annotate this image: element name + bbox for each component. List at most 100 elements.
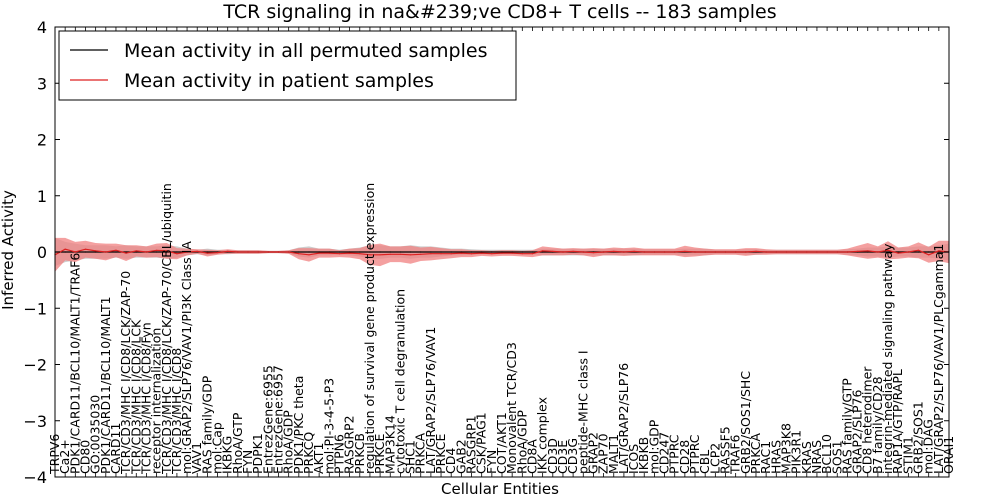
x-tick-labels: TRPV6Ca2+PDK1/CARD11/BCL10/MALT1/TRAF6CD…: [47, 27, 956, 477]
data-point: [95, 251, 97, 253]
data-point: [308, 254, 310, 256]
x-tick-label: CD8A: [525, 439, 540, 474]
legend: Mean activity in all permuted samples Me…: [58, 30, 517, 101]
data-point: [125, 252, 127, 254]
x-tick-label: GRAP2: [585, 432, 600, 474]
data-point: [349, 252, 351, 254]
legend-label-permuted: Mean activity in all permuted samples: [124, 40, 487, 62]
data-point: [542, 250, 544, 252]
data-point: [166, 250, 168, 252]
data-point: [481, 252, 483, 254]
data-point: [704, 251, 706, 253]
x-tick-label: PRKCB: [352, 433, 367, 474]
x-tick-label: MALT1: [606, 434, 621, 474]
y-tick-label: 2: [37, 131, 47, 150]
x-tick-label: RASSF5: [718, 426, 733, 474]
x-tick-label: IKK complex: [535, 397, 550, 474]
data-point: [846, 251, 849, 253]
data-point: [450, 251, 452, 253]
x-tick-label: PTPRC: [687, 434, 702, 474]
x-tick-label: mol:PI-3-4-5-P3: [321, 378, 336, 474]
x-tick-label: RhoA/GTP: [230, 412, 245, 474]
x-tick-label: CD8 heterodimer: [860, 366, 875, 474]
legend-box: [58, 30, 517, 101]
data-point: [785, 251, 788, 253]
data-point: [928, 251, 930, 253]
x-tick-label: peptide-MHC class I: [575, 350, 590, 474]
x-tick-label: HRAS: [768, 440, 783, 474]
x-tick-label: LAT/GRAP2/SLP76/VAV1/PLCgamma1: [931, 244, 946, 474]
data-point: [633, 250, 635, 252]
x-tick-label: receptor internalization: [149, 328, 164, 474]
x-tick-label: MAP3K14: [382, 415, 397, 474]
x-tick-label: RASGRP2: [342, 415, 357, 474]
data-point: [907, 251, 910, 253]
data-point: [186, 251, 188, 253]
data-point: [460, 252, 462, 254]
data-point: [247, 251, 249, 253]
data-point: [765, 251, 767, 253]
data-point: [491, 251, 493, 253]
x-tick-label: KRAS: [799, 441, 814, 474]
x-tick-label: mol:GRAP2/SLP76/VAV1/PI3K Class IA: [179, 241, 194, 474]
x-tick-label: SOS1: [829, 440, 844, 474]
x-tick-label: PDPK1: [250, 433, 265, 474]
x-tick-label: RhoA/GDP: [514, 410, 529, 474]
series-lines: [54, 248, 950, 256]
data-point: [328, 252, 330, 254]
x-tick-label: RAS family/GDP: [199, 375, 214, 474]
x-tick-label: COT/AKT1: [494, 412, 509, 474]
x-tick-label: TCR/CD3/MHC I/CD8/Fyn: [138, 322, 153, 475]
y-tick-label: −3: [23, 412, 47, 431]
data-point: [257, 251, 259, 253]
data-point: [379, 254, 381, 256]
data-point: [318, 252, 320, 254]
x-tick-label: CD3G: [565, 438, 580, 474]
legend-label-patient: Mean activity in patient samples: [124, 70, 434, 92]
x-tick-label: GRB2/SOS1/SHC: [738, 371, 753, 474]
data-point: [897, 252, 899, 254]
data-point: [430, 251, 432, 253]
y-tick-label: 4: [37, 18, 47, 37]
data-point: [826, 251, 828, 253]
data-point: [938, 251, 940, 253]
x-tick-label: FYN: [484, 450, 499, 474]
x-tick-label: EntrezGene:6957: [271, 365, 286, 474]
x-tick-label: PRKCE: [433, 433, 448, 473]
data-point: [166, 251, 168, 253]
x-tick-label: BCL10: [819, 434, 834, 474]
data-point: [156, 251, 158, 253]
data-point: [491, 253, 493, 255]
patient-band: [55, 237, 949, 272]
x-tick-label: CD247: [657, 432, 672, 474]
y-tick-label: 1: [37, 187, 47, 206]
data-point: [196, 250, 198, 252]
data-point: [95, 250, 97, 252]
data-point: [531, 251, 534, 253]
y-tick-label: 0: [37, 243, 47, 262]
x-tick-label: CD80: [78, 440, 93, 474]
data-point: [887, 251, 889, 253]
x-tick-label: regulation of survival gene product expr…: [362, 183, 377, 474]
x-tick-label: LAT/GRAP2/SLP76/VAV1: [423, 327, 438, 474]
data-point: [796, 251, 798, 253]
data-point: [887, 249, 889, 251]
x-tick-label: ZAP70: [596, 433, 611, 474]
x-tick-label: RhoA/GDP: [281, 410, 296, 474]
data-point: [338, 253, 341, 255]
data-point: [613, 250, 615, 252]
data-point: [521, 253, 523, 255]
x-tick-label: PTPN6: [332, 434, 347, 474]
x-tick-label: B7 family/CD28: [870, 376, 885, 474]
data-point: [84, 251, 87, 253]
data-point: [216, 252, 219, 254]
data-point: [836, 251, 838, 253]
data-point: [735, 251, 737, 253]
data-point: [521, 251, 523, 253]
data-point: [816, 251, 818, 253]
x-tick-label: NRAS: [809, 440, 824, 474]
x-tick-label: PIK3R1: [789, 430, 804, 474]
x-tick-label: mol:Cap: [210, 422, 225, 474]
y-tick-label: −2: [23, 356, 47, 375]
